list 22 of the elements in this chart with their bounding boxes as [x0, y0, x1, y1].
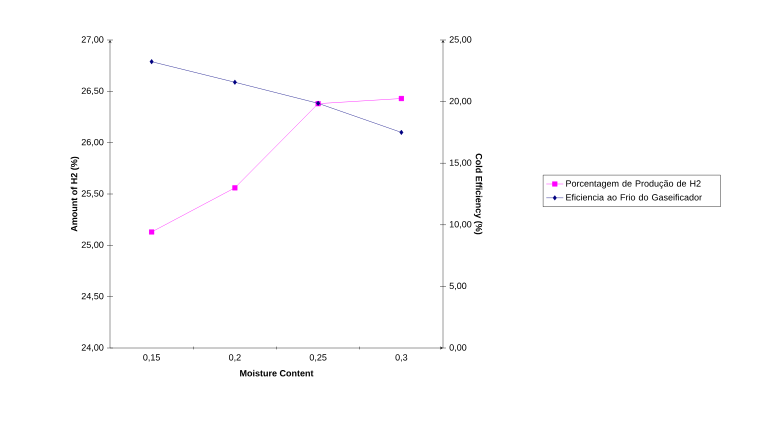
- y-tick-label: 26,00: [82, 138, 104, 146]
- y2-tick-label: 5,00: [450, 282, 466, 290]
- x-tick-label: 0,25: [310, 354, 327, 362]
- x-tick-label: 0,2: [228, 354, 241, 362]
- y2-axis-title: Cold Efficiency (%): [474, 154, 482, 234]
- x-tick-label: 0,15: [143, 354, 160, 362]
- y-tick-label: 24,50: [82, 292, 104, 300]
- x-tick-label: 0,3: [395, 354, 408, 362]
- x-axis-title: Moisture Content: [240, 370, 314, 376]
- y2-tick-label: 10,00: [450, 221, 472, 229]
- y-tick-label: 25,00: [82, 242, 104, 250]
- y-tick-label: 24,00: [82, 344, 104, 352]
- y-tick-label: 27,00: [82, 36, 104, 44]
- y-tick-label: 25,50: [82, 190, 104, 198]
- y2-tick-label: 15,00: [450, 159, 472, 167]
- y-tick-label: 26,50: [82, 88, 104, 96]
- legend-label: Porcentagem de Produção de H2: [566, 180, 701, 188]
- y2-tick-label: 20,00: [450, 98, 472, 106]
- y2-tick-label: 25,00: [450, 36, 472, 44]
- y2-tick-label: 0,00: [450, 344, 466, 352]
- y-axis-title: Amount of H2 (%): [70, 156, 80, 232]
- legend-label: Eficiencia ao Frio do Gaseificador: [566, 194, 702, 201]
